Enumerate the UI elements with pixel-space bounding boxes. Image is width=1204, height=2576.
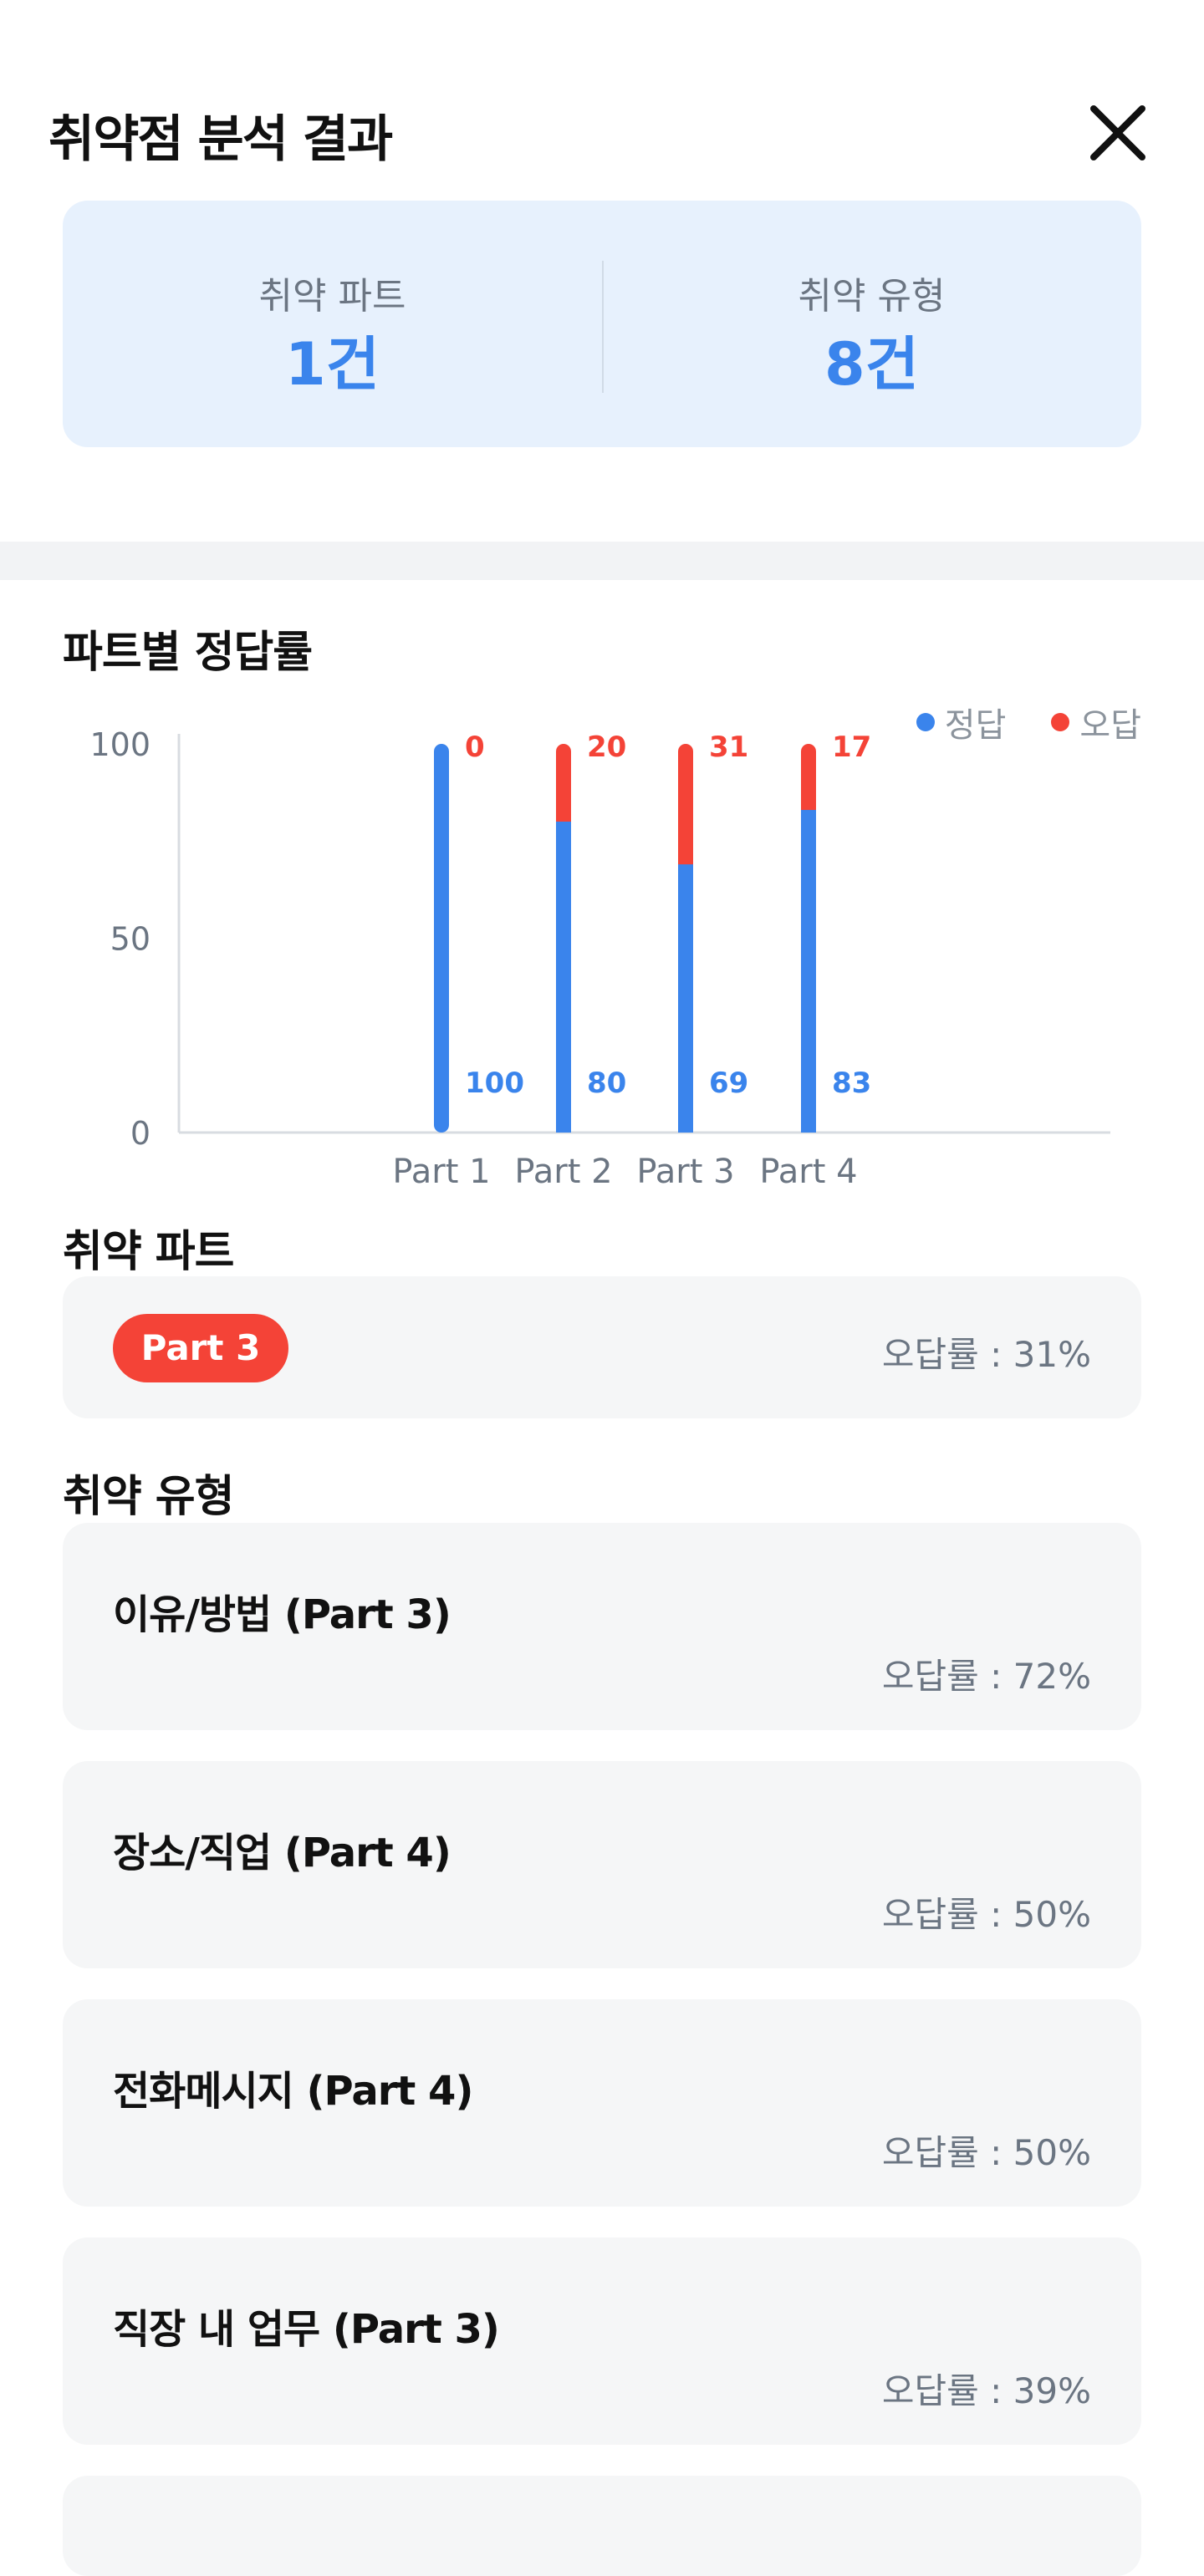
legend-item-correct: 정답 [916, 698, 1007, 746]
weak-type-name: 직장 내 업무 (Part 3) [113, 2306, 500, 2353]
bar-correct [801, 810, 816, 1133]
legend-item-wrong: 오답 [1051, 698, 1141, 746]
weak-type-name: 이유/방법 (Part 3) [113, 1591, 452, 1638]
data-label-wrong: 31 [709, 731, 748, 764]
y-tick-label: 50 [110, 921, 150, 958]
data-label-correct: 83 [832, 1067, 871, 1100]
summary-weak-type-value: 8건 [824, 330, 920, 399]
weak-type-card[interactable]: 장소/직업 (Part 4) 오답률 : 50% [63, 1761, 1141, 1968]
bar-wrong [801, 744, 816, 819]
weak-type-card[interactable] [63, 2476, 1141, 2576]
weak-part-card[interactable]: Part 3 오답률 : 31% [63, 1276, 1141, 1418]
header: 취약점 분석 결과 [0, 0, 1204, 192]
x-tick-label: Part 2 [514, 1153, 612, 1191]
data-label-correct: 69 [709, 1067, 748, 1100]
x-tick-label: Part 3 [636, 1153, 734, 1191]
bar-wrong [556, 744, 571, 830]
weak-type-card[interactable]: 전화메시지 (Part 4) 오답률 : 50% [63, 1999, 1141, 2207]
y-tick-label: 100 [89, 726, 150, 763]
chart-legend: 정답 오답 [916, 698, 1141, 746]
close-icon [1090, 105, 1145, 160]
weak-part-badge: Part 3 [113, 1314, 288, 1382]
weak-type-section-title: 취약 유형 [63, 1472, 234, 1522]
data-label-wrong: 17 [832, 731, 871, 764]
chart-area: 0 50 100 0 100 Part 1 20 80 Part 2 31 69 Part 3 17 83… [0, 685, 1204, 1220]
summary-weak-type: 취약 유형 8건 [602, 201, 1141, 447]
summary-card: 취약 파트 1건 취약 유형 8건 [63, 201, 1141, 447]
summary-weak-type-label: 취약 유형 [798, 275, 946, 318]
bar-wrong [678, 744, 693, 873]
summary-weak-part: 취약 파트 1건 [63, 201, 602, 447]
weak-part-rate: 오답률 : 31% [881, 1334, 1091, 1375]
weak-type-rate: 오답률 : 39% [881, 2370, 1091, 2411]
weak-type-rate: 오답률 : 50% [881, 1894, 1091, 1935]
weak-type-card[interactable]: 직장 내 업무 (Part 3) 오답률 : 39% [63, 2237, 1141, 2445]
x-tick-label: Part 4 [759, 1153, 857, 1191]
data-label-correct: 100 [465, 1067, 524, 1100]
data-label-wrong: 20 [587, 731, 626, 764]
x-tick-label: Part 1 [392, 1153, 490, 1191]
weak-type-rate: 오답률 : 72% [881, 1656, 1091, 1697]
bar-correct [556, 822, 571, 1133]
weak-type-card[interactable]: 이유/방법 (Part 3) 오답률 : 72% [63, 1523, 1141, 1730]
weak-type-name: 장소/직업 (Part 4) [113, 1830, 452, 1876]
legend-dot-correct [916, 713, 935, 731]
data-label-correct: 80 [587, 1067, 626, 1100]
chart-section-title: 파트별 정답률 [63, 628, 313, 678]
summary-weak-part-value: 1건 [284, 330, 380, 399]
data-label-wrong: 0 [465, 731, 485, 764]
summary-divider [602, 261, 604, 393]
summary-weak-part-label: 취약 파트 [258, 275, 406, 318]
bar-correct [434, 744, 449, 1133]
page-title: 취약점 분석 결과 [48, 110, 393, 169]
legend-label-correct: 정답 [944, 706, 1007, 745]
weak-type-name: 전화메시지 (Part 4) [113, 2068, 473, 2115]
y-tick-label: 0 [130, 1115, 150, 1152]
close-button[interactable] [1087, 102, 1149, 164]
legend-label-wrong: 오답 [1079, 706, 1141, 745]
weak-type-rate: 오답률 : 50% [881, 2132, 1091, 2173]
weak-part-section-title: 취약 파트 [63, 1227, 234, 1277]
bar-correct [678, 864, 693, 1133]
part-accuracy-chart: 0 50 100 0 100 Part 1 20 80 Part 2 31 69 Part 3 17 83… [89, 726, 1110, 1191]
section-divider [0, 542, 1204, 580]
legend-dot-wrong [1051, 713, 1070, 731]
